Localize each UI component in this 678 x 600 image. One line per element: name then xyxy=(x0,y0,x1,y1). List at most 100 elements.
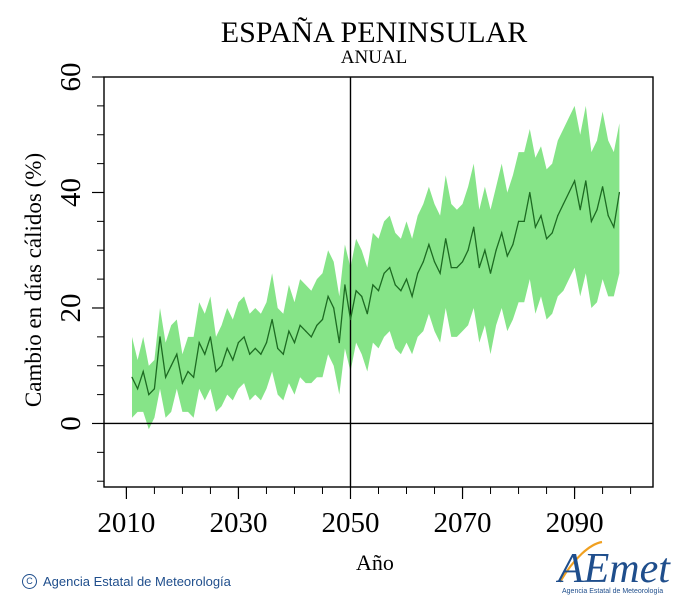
data-point xyxy=(467,249,469,251)
data-point xyxy=(405,278,408,280)
logo-swoosh xyxy=(559,540,603,583)
data-point xyxy=(305,330,307,332)
data-point xyxy=(176,353,178,355)
data-point xyxy=(428,243,430,246)
data-point xyxy=(277,347,279,349)
credit-text: Agencia Estatal de Meteorología xyxy=(43,574,231,589)
data-point xyxy=(618,191,621,194)
data-point xyxy=(271,318,273,321)
data-point xyxy=(551,232,553,234)
data-point xyxy=(540,215,542,217)
data-point xyxy=(170,365,172,367)
data-point xyxy=(445,238,447,240)
data-point xyxy=(602,186,604,188)
data-point xyxy=(568,191,570,194)
data-point xyxy=(299,324,301,326)
data-point xyxy=(377,290,380,292)
uncertainty-band xyxy=(132,105,620,430)
x-tick-label: 2070 xyxy=(434,507,492,539)
data-point xyxy=(534,226,537,228)
data-point xyxy=(394,284,396,286)
data-point xyxy=(574,180,576,182)
data-point xyxy=(265,342,268,344)
data-point xyxy=(237,342,239,344)
x-tick-label: 2090 xyxy=(546,507,604,539)
data-point xyxy=(501,232,503,234)
data-point xyxy=(433,261,436,263)
data-point xyxy=(327,295,329,297)
data-point xyxy=(450,267,452,269)
data-point xyxy=(137,388,139,390)
data-point xyxy=(142,370,144,373)
data-point xyxy=(484,249,486,251)
data-point xyxy=(461,261,464,263)
data-point xyxy=(456,267,458,269)
data-point xyxy=(333,307,335,309)
data-point xyxy=(181,382,183,384)
data-point xyxy=(557,215,559,217)
data-point xyxy=(344,284,346,286)
data-point xyxy=(221,365,223,367)
data-point xyxy=(585,180,587,182)
data-point xyxy=(523,220,525,222)
data-point xyxy=(512,243,514,246)
data-point xyxy=(321,318,324,321)
data-point xyxy=(131,376,133,378)
data-point xyxy=(355,290,357,292)
data-point xyxy=(495,249,497,251)
data-point xyxy=(193,376,195,378)
data-point xyxy=(282,353,284,355)
data-point xyxy=(417,272,419,274)
aemet-logo: AEmet Agencia Estatal de Meteorología xyxy=(556,540,671,595)
y-tick-label: 60 xyxy=(55,63,87,92)
chart-title: ESPAÑA PENINSULAR xyxy=(221,16,527,49)
data-point xyxy=(338,342,340,344)
data-point xyxy=(361,295,363,297)
y-axis-label: Cambio en días cálidos (%) xyxy=(21,153,46,407)
data-point xyxy=(187,370,189,373)
data-point xyxy=(579,209,581,211)
data-point xyxy=(260,353,262,355)
data-point xyxy=(243,336,245,338)
logo-text: AEmet xyxy=(556,546,671,592)
y-tick-label: 20 xyxy=(55,294,87,323)
data-point xyxy=(148,394,150,396)
data-point xyxy=(232,359,234,361)
data-point xyxy=(383,272,385,274)
data-point xyxy=(389,267,391,269)
data-point xyxy=(506,255,508,257)
data-point xyxy=(215,370,217,373)
data-point xyxy=(209,336,211,338)
x-tick-label: 2050 xyxy=(321,507,379,539)
x-tick-label: 2030 xyxy=(209,507,267,539)
y-tick-label: 0 xyxy=(55,416,87,431)
x-axis-label: Año xyxy=(356,550,394,575)
copyright-icon: C xyxy=(22,574,37,589)
data-point xyxy=(613,226,615,228)
data-point xyxy=(249,353,251,355)
data-point xyxy=(590,220,593,222)
credit-line: C Agencia Estatal de Meteorología xyxy=(22,574,231,589)
data-point xyxy=(411,295,413,297)
data-point xyxy=(518,220,520,222)
data-point xyxy=(562,203,565,205)
data-point xyxy=(473,226,475,228)
data-point xyxy=(372,284,374,286)
data-point xyxy=(204,353,206,355)
data-point xyxy=(349,318,352,321)
logo-subtext: Agencia Estatal de Meteorología xyxy=(562,588,663,595)
data-point xyxy=(153,388,155,390)
data-point xyxy=(226,347,228,349)
data-point xyxy=(366,313,368,315)
data-point xyxy=(288,330,290,332)
y-tick-label: 40 xyxy=(55,178,87,207)
data-point xyxy=(400,290,402,292)
data-point xyxy=(293,342,296,344)
series-line-median xyxy=(131,178,621,396)
data-point xyxy=(165,376,167,378)
data-point xyxy=(478,267,480,269)
data-point xyxy=(596,209,598,211)
data-point xyxy=(254,347,256,349)
data-point xyxy=(439,272,441,274)
